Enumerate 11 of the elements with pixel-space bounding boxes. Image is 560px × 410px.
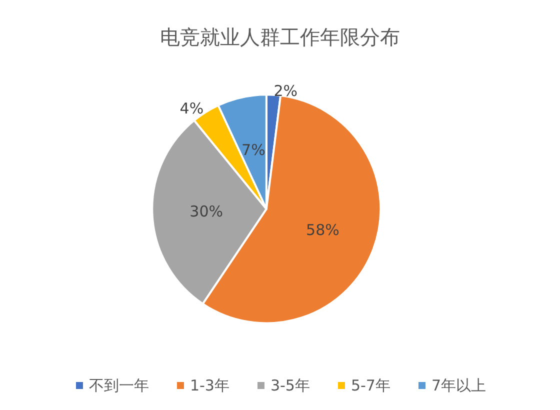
data-label: 4% [180, 100, 204, 118]
chart-title: 电竞就业人群工作年限分布 [160, 25, 400, 49]
legend-label: 7年以上 [431, 376, 486, 394]
legend-label: 5-7年 [350, 376, 390, 394]
legend-label: 1-3年 [190, 376, 230, 394]
legend-label: 3-5年 [270, 376, 310, 394]
data-label: 2% [274, 82, 298, 100]
data-label: 58% [306, 220, 340, 239]
data-label: 7% [242, 141, 266, 160]
data-label: 30% [190, 202, 224, 221]
legend-label: 不到一年 [88, 376, 149, 394]
